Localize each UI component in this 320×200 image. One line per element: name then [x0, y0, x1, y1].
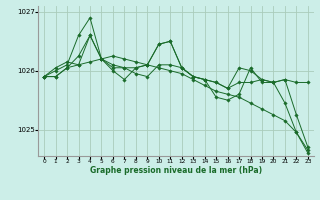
X-axis label: Graphe pression niveau de la mer (hPa): Graphe pression niveau de la mer (hPa) — [90, 166, 262, 175]
